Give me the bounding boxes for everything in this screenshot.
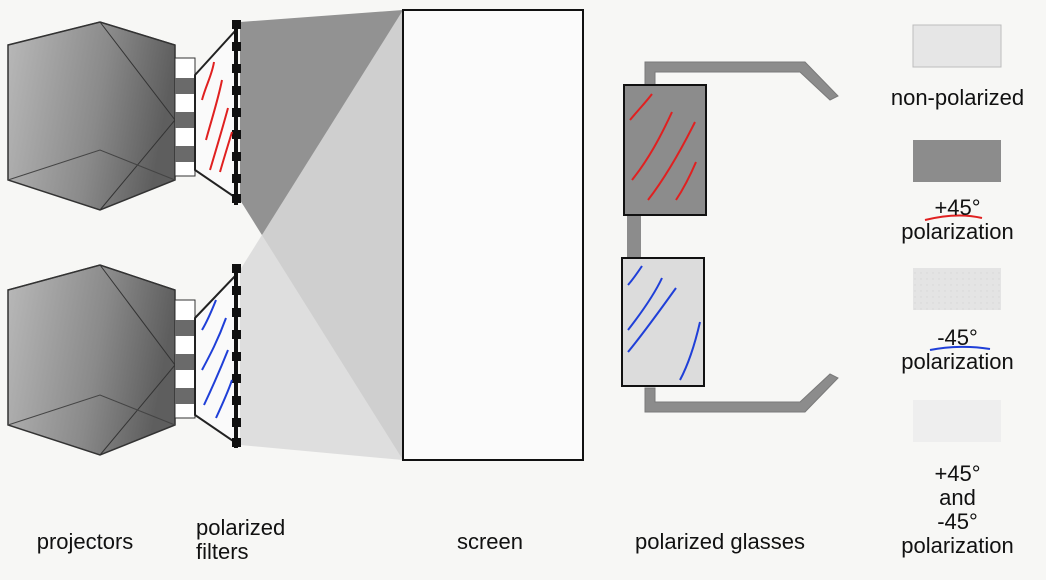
legend-minus45-value: -45° (937, 325, 978, 350)
minus45-beam (240, 10, 403, 460)
swatch-plus45 (913, 140, 1001, 182)
label-filters-line2: filters (196, 539, 249, 564)
red-underline (924, 214, 983, 221)
legend-plus45-value: +45° (934, 195, 981, 220)
projection-screen (402, 9, 584, 461)
label-glasses: polarized glasses (635, 529, 805, 554)
filter-bottom (194, 264, 241, 448)
lens-plus45 (623, 84, 707, 216)
legend-non-polarized: non-polarized (890, 85, 1025, 110)
legend-minus45-word: polarization (901, 349, 1014, 374)
label-projectors: projectors (36, 529, 134, 554)
blue-underline (929, 345, 991, 351)
polarized-glasses (621, 61, 839, 413)
swatch-both (913, 400, 1001, 442)
legend-both-line3: -45° (937, 509, 978, 534)
filter-top (194, 20, 241, 205)
legend-both: +45° and -45° polarization (875, 462, 1040, 558)
label-screen: screen (456, 529, 524, 554)
projector-bottom (7, 264, 196, 456)
label-filters: polarized filters (196, 516, 316, 564)
legend-plus45: +45° polarization (875, 196, 1040, 244)
swatch-non-polarized (912, 24, 1002, 68)
legend-both-line2: and (939, 485, 976, 510)
projector-top (7, 21, 196, 211)
legend-both-line4: polarization (901, 533, 1014, 558)
lens-minus45 (621, 257, 705, 387)
label-filters-line1: polarized (196, 515, 286, 540)
legend-minus45: -45° polarization (875, 326, 1040, 374)
legend-plus45-word: polarization (901, 219, 1014, 244)
legend-both-line1: +45° (934, 461, 981, 486)
swatch-minus45 (913, 268, 1001, 310)
